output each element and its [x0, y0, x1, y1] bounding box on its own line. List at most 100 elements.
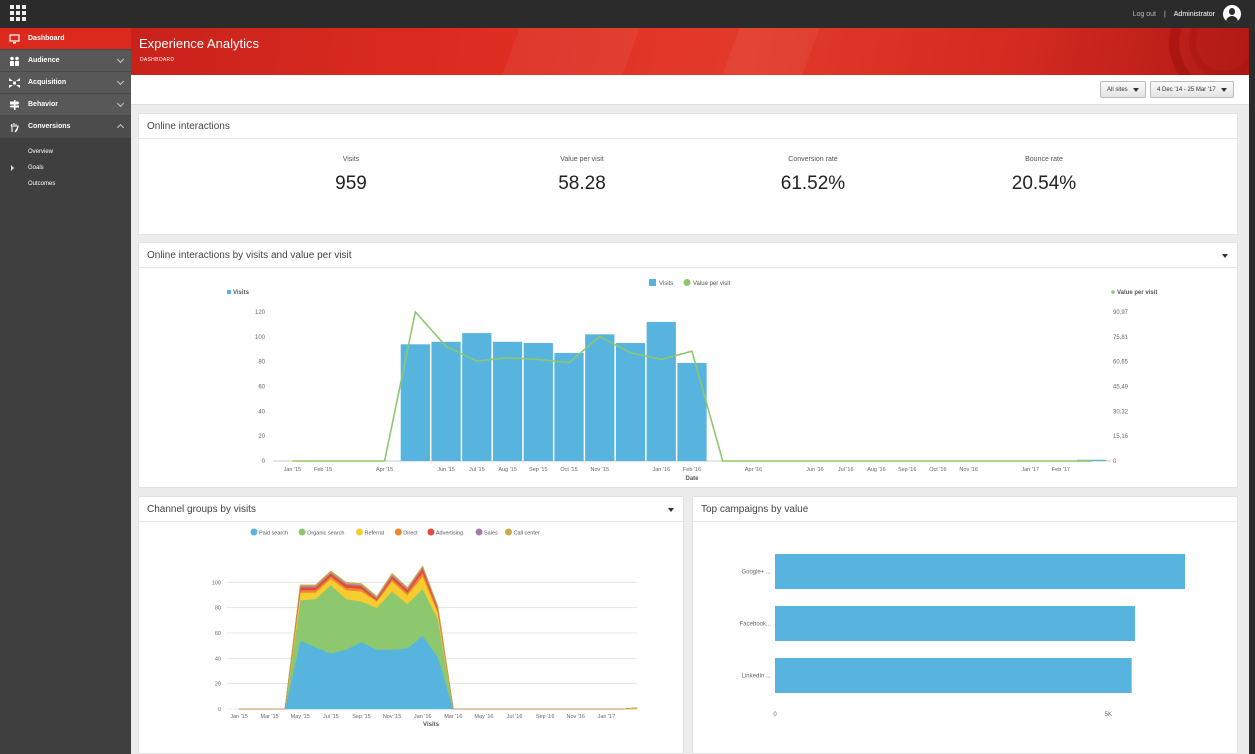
x-tick-label: May '16: [474, 714, 493, 720]
y2-tick-label: 0: [1113, 459, 1117, 465]
divider: [139, 267, 1237, 268]
header-decoration: [1189, 28, 1249, 75]
acquisition-icon: [9, 77, 20, 88]
panel-menu-caret-icon[interactable]: [1222, 254, 1228, 258]
legend-visits-label: Visits: [659, 281, 673, 287]
sidebar-item-conversions[interactable]: Conversions: [0, 116, 131, 138]
x-axis-title: Visits: [423, 722, 440, 728]
y-tick-label: 60: [215, 631, 221, 637]
kpi-value: 959: [335, 173, 367, 194]
y2-axis-title: Value per visit: [1117, 290, 1157, 296]
kpi-visits: Visits 959: [251, 156, 451, 195]
bar-visits: [554, 352, 584, 461]
username[interactable]: Administrator: [1173, 10, 1215, 18]
x-tick-label: Sep '16: [898, 467, 916, 473]
top-bar: Log out | Administrator: [0, 0, 1255, 28]
divider: [693, 521, 1237, 522]
legend-label: Direct: [403, 531, 418, 537]
legend-swatch-direct: [394, 528, 402, 536]
x-tick-label: Mar '16: [444, 714, 462, 720]
campaign-label: Facebook...: [740, 622, 772, 628]
page-title: Experience Analytics: [139, 36, 259, 51]
sidebar-item-dashboard[interactable]: Dashboard: [0, 28, 131, 50]
divider: [139, 521, 683, 522]
kpi-label: Value per visit: [560, 156, 604, 163]
hand-icon: [9, 122, 20, 132]
sidebar-item-label: Acquisition: [28, 79, 67, 86]
submenu-item-label: Goals: [28, 165, 44, 171]
online-interactions-panel: Online interactions Visits 959 Value per …: [138, 113, 1238, 235]
kpi-value-per-visit: Value per visit 58.28: [482, 156, 682, 195]
header-decoration: [502, 28, 640, 75]
line-value-per-visit: [292, 310, 1092, 462]
date-range-dropdown[interactable]: 4 Dec '14 - 25 Mar '17: [1150, 81, 1234, 98]
sidebar-item-label: Dashboard: [28, 35, 65, 42]
y-tick-label: 0: [218, 707, 221, 713]
sidebar-item-audience[interactable]: Audience: [0, 50, 131, 72]
sidebar-item-acquisition[interactable]: Acquisition: [0, 72, 131, 94]
bar-visits: [492, 341, 523, 461]
submenu-item-outcomes[interactable]: Outcomes: [28, 181, 56, 187]
legend-label: Call center: [514, 531, 540, 537]
panel-title: Top campaigns by value: [701, 504, 809, 515]
date-range-label: 4 Dec '14 - 25 Mar '17: [1157, 86, 1216, 93]
x-tick-label: Oct '15: [560, 467, 577, 473]
legend-visits-swatch: [649, 279, 656, 286]
sidebar-item-label: Behavior: [28, 101, 58, 108]
x-tick-label: Jan '17: [598, 714, 616, 720]
x-tick-label: Nov '16: [959, 467, 977, 473]
bar-visits: [462, 333, 492, 461]
y2-tick-label: 75,81: [1113, 335, 1129, 341]
window-frame: [1249, 28, 1255, 754]
caret-down-icon: [1132, 87, 1139, 92]
sidebar-item-behavior[interactable]: Behavior: [0, 94, 131, 116]
x-tick-label: Jul '15: [323, 714, 339, 720]
app-launcher-icon[interactable]: [10, 5, 26, 21]
x-tick-label: Aug '16: [867, 467, 885, 473]
x-tick-label: 0: [773, 712, 777, 718]
header-decoration: [722, 28, 820, 75]
x-tick-label: Jun '16: [806, 467, 824, 473]
legend-swatch-referral: [356, 528, 363, 536]
legend-swatch-advertising: [427, 528, 435, 536]
y-tick-label: 20: [258, 434, 265, 440]
x-tick-label: Jan '16: [414, 714, 432, 720]
kpi-label: Visits: [342, 156, 360, 163]
bar-visits: [431, 341, 461, 461]
kpi-label: Conversion rate: [788, 156, 838, 163]
x-tick-label: 5K: [1105, 712, 1112, 718]
x-tick-label: Aug '15: [498, 467, 516, 473]
expand-triangle-icon[interactable]: [11, 165, 14, 171]
monitor-icon: [9, 33, 20, 44]
user-area: Log out | Administrator: [1133, 5, 1241, 23]
y-tick-label: 0: [262, 459, 266, 465]
x-tick-label: Jan '15: [230, 714, 248, 720]
x-tick-label: Jul '15: [469, 467, 485, 473]
y-tick-label: 100: [212, 580, 221, 586]
people-icon: [9, 56, 20, 66]
legend-label: Referral: [365, 531, 385, 537]
breadcrumb[interactable]: DASHBOARD: [140, 57, 175, 63]
y2-axis-title-swatch: [1111, 290, 1115, 294]
site-filter-dropdown[interactable]: All sites: [1100, 81, 1146, 98]
y-tick-label: 80: [258, 360, 265, 366]
legend-swatch-paid-search: [250, 528, 258, 536]
submenu-item-goals[interactable]: Goals: [0, 160, 131, 176]
submenu-item-overview[interactable]: Overview: [28, 149, 54, 155]
bar-visits: [615, 343, 646, 461]
panel-menu-caret-icon[interactable]: [668, 508, 674, 512]
kpi-conversion-rate: Conversion rate 61.52%: [713, 156, 913, 195]
sidebar-item-label: Conversions: [28, 123, 71, 130]
chevron-down-icon: [116, 99, 125, 108]
y2-tick-label: 45,49: [1113, 385, 1129, 391]
x-tick-label: Nov '15: [591, 467, 609, 473]
x-tick-label: May '15: [291, 714, 310, 720]
legend-label: Paid search: [259, 531, 288, 537]
visits-value-chart: Visits Value per visit Visits Value per vis…: [227, 279, 1157, 482]
kpi-value: 20.54%: [1011, 173, 1077, 194]
y2-tick-label: 90,97: [1113, 310, 1129, 316]
logout-link[interactable]: Log out: [1132, 10, 1156, 18]
bar-visits: [400, 344, 430, 461]
x-tick-label: Sep '15: [529, 467, 547, 473]
avatar[interactable]: [1223, 5, 1241, 23]
